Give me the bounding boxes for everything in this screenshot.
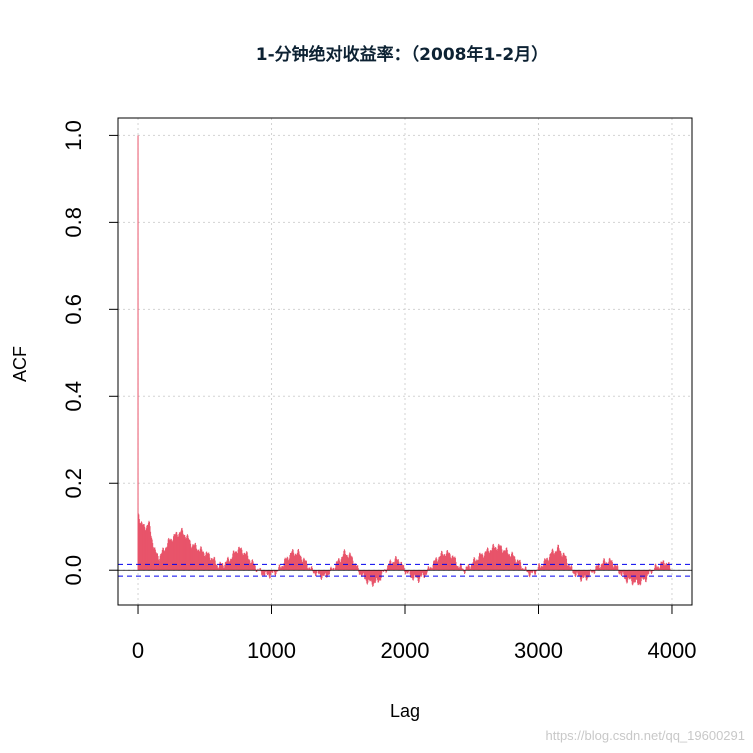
y-tick-label: 0.2: [61, 468, 86, 499]
y-axis-label: ACF: [10, 346, 30, 382]
grid-layer: [118, 118, 692, 605]
y-tick-label: 1.0: [61, 120, 86, 151]
y-tick-label: 0.8: [61, 207, 86, 238]
x-tick-label: 4000: [648, 638, 697, 663]
x-tick-label: 0: [132, 638, 144, 663]
x-tick-label: 1000: [247, 638, 296, 663]
chart-title: 1-分钟绝对收益率：（2008年1-2月）: [256, 44, 548, 65]
x-axis-label: Lag: [390, 701, 420, 721]
y-tick-label: 0.0: [61, 555, 86, 586]
x-tick-label: 3000: [514, 638, 563, 663]
x-axis: 0 1000 2000 3000 4000: [132, 604, 697, 663]
plot-frame: [117, 117, 693, 606]
y-tick-label: 0.6: [61, 294, 86, 325]
y-axis: 0.0 0.2 0.4 0.6 0.8 1.0: [61, 120, 119, 586]
x-tick-label: 2000: [381, 638, 430, 663]
y-tick-label: 0.4: [61, 381, 86, 412]
watermark: https://blog.csdn.net/qq_19600291: [546, 728, 746, 743]
confidence-band-layer: [118, 563, 692, 577]
